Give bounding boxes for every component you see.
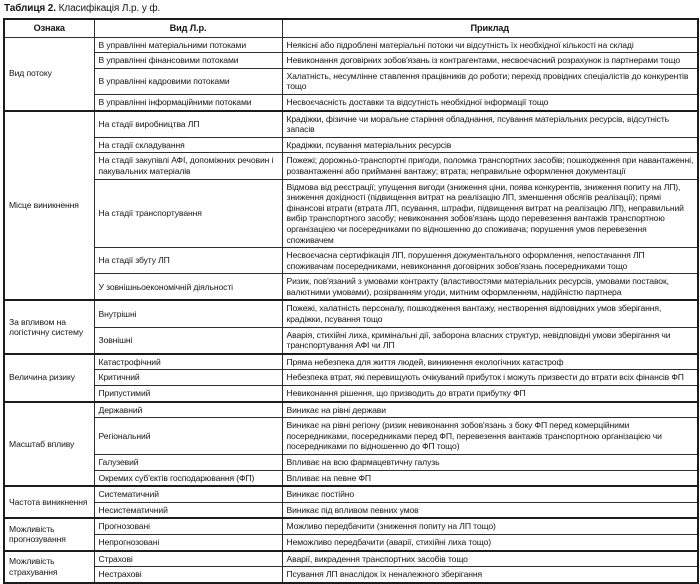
- feature-cell: Масштаб впливу: [3, 400, 95, 487]
- kind-cell: Критичний: [93, 369, 283, 387]
- example-cell: Неможливо передбачити (аварії, стихійні …: [281, 533, 699, 552]
- kind-cell: Регіональний: [93, 417, 283, 455]
- kind-cell: Внутрішні: [93, 299, 283, 328]
- kind-cell: Окремих суб'єктів господарювання (ФП): [93, 469, 283, 487]
- kind-cell: Страхові: [93, 549, 283, 568]
- example-cell: Небезпека втрат, які перевищують очікува…: [281, 369, 699, 387]
- example-cell: Крадіжки, псування матеріальних ресурсів: [281, 136, 699, 154]
- kind-cell: В управлінні фінансовими потоками: [93, 52, 283, 69]
- kind-cell: Нестрахові: [93, 566, 283, 584]
- header-feature: Ознака: [3, 18, 95, 38]
- table-caption: Таблиця 2. Класифікація Л.р. у ф.: [0, 0, 700, 18]
- example-cell: Пожежі; дорожньо-транспортні пригоди, по…: [281, 152, 699, 180]
- table-row: Регіональний Виникає на рівні регіону (ри…: [4, 417, 699, 455]
- kind-cell: Прогнозовані: [93, 517, 283, 535]
- table-row: Непрогнозовані Неможливо передбачити (ава…: [4, 533, 699, 552]
- example-cell: Виникає під впливом певних умов: [281, 501, 699, 519]
- table-row: Можливість страхування Страхові Аварії, ви…: [3, 549, 699, 584]
- table-row: На стадії закупівлі АФІ, допоміжних речо…: [4, 152, 699, 180]
- kind-cell: У зовнішньоекономічній діяльності: [93, 273, 283, 301]
- example-cell: Псування ЛП внаслідок їх неналежного збе…: [281, 566, 699, 584]
- example-cell: Пожежі, халатність персоналу, пошкодженн…: [281, 299, 699, 328]
- table-row: В управлінні фінансовими потоками Невикон…: [4, 52, 699, 69]
- kind-cell: Зовнішні: [93, 326, 283, 355]
- example-cell: Аварії, викрадення транспортних засобів …: [281, 549, 699, 568]
- kind-cell: Непрогнозовані: [93, 533, 283, 552]
- table-body: Вид потоку В управлінні матеріальними пот…: [3, 36, 699, 584]
- header-row: Ознака Вид Л.р. Приклад: [3, 18, 699, 38]
- feature-cell: За впливом на логістичну систему: [3, 299, 95, 355]
- kind-cell: На стадії складування: [93, 136, 283, 154]
- kind-cell: Систематичний: [93, 485, 283, 503]
- kind-cell: В управлінні кадровими потоками: [93, 67, 283, 95]
- kind-cell: Галузевий: [93, 454, 283, 471]
- table-row: Припустимий Невиконання рішення, що призв…: [4, 385, 699, 403]
- table-row: Зовнішні Аварія, стихійні лиха, криміналь…: [4, 326, 699, 355]
- kind-cell: На стадії транспортування: [93, 178, 283, 249]
- example-cell: Ризик, пов'язаний з умовами контракту (в…: [281, 273, 699, 301]
- example-cell: Несвоєчасна сертифікація ЛП, порушення д…: [281, 247, 699, 275]
- kind-cell: Катастрофічний: [93, 352, 283, 371]
- example-cell: Впливає на всю фармацевтичну галузь: [281, 454, 699, 471]
- table-row: Несистематичний Виникає під впливом певни…: [4, 501, 699, 519]
- example-cell: Несвоєчасність доставки та відсутність н…: [281, 93, 699, 112]
- feature-cell: Величина ризику: [3, 352, 95, 403]
- classification-table: Ознака Вид Л.р. Приклад Вид потоку В упра…: [3, 18, 699, 584]
- table-row: Критичний Небезпека втрат, які перевищуют…: [4, 369, 699, 387]
- table-row: В управлінні інформаційними потоками Несв…: [4, 93, 699, 112]
- table-row: На стадії складування Крадіжки, псування …: [4, 136, 699, 154]
- kind-cell: В управлінні інформаційними потоками: [93, 93, 283, 112]
- header-kind: Вид Л.р.: [93, 18, 283, 38]
- table-row: Масштаб впливу Державний Виникає на рівні …: [3, 400, 699, 487]
- table-row: На стадії транспортування Відмова від реє…: [4, 178, 699, 249]
- example-cell: Виникає на рівні регіону (ризик невикона…: [281, 417, 699, 455]
- table-row: На стадії збуту ЛП Несвоєчасна сертифікац…: [4, 247, 699, 275]
- example-cell: Неякісні або підроблені матеріальні пото…: [281, 36, 699, 54]
- example-cell: Відмова від реєстрації; упущення вигоди …: [281, 178, 699, 249]
- table-row: За впливом на логістичну систему Внутрішн…: [3, 299, 699, 355]
- kind-cell: На стадії закупівлі АФІ, допоміжних речо…: [93, 152, 283, 180]
- table-row: Окремих суб'єктів господарювання (ФП) Впл…: [4, 469, 699, 487]
- kind-cell: На стадії виробництва ЛП: [93, 109, 283, 138]
- table-row: У зовнішньоекономічній діяльності Ризик, …: [4, 273, 699, 301]
- example-cell: Виникає на рівні держави: [281, 400, 699, 419]
- table-caption-number: Таблиця 2.: [4, 3, 56, 14]
- kind-cell: На стадії збуту ЛП: [93, 247, 283, 275]
- table-caption-text: Класифікація Л.р. у ф.: [58, 3, 161, 14]
- example-cell: Можливо передбачити (зниження попиту на …: [281, 517, 699, 535]
- kind-cell: Припустимий: [93, 385, 283, 403]
- example-cell: Халатність, несумлінне ставлення працівн…: [281, 67, 699, 95]
- table-row: Вид потоку В управлінні матеріальними пот…: [3, 36, 699, 112]
- table-row: Місце виникнення На стадії виробництва ЛП…: [3, 109, 699, 301]
- feature-cell: Вид потоку: [3, 36, 95, 112]
- kind-cell: Державний: [93, 400, 283, 419]
- feature-cell: Місце виникнення: [3, 109, 95, 301]
- feature-cell: Можливість прогнозування: [3, 517, 95, 552]
- example-cell: Аварія, стихійні лиха, кримінальні дії, …: [281, 326, 699, 355]
- feature-cell: Частота виникнення: [3, 485, 95, 519]
- example-cell: Невиконання договірних зобов'язань із ко…: [281, 52, 699, 69]
- table-row: Можливість прогнозування Прогнозовані Можл…: [3, 517, 699, 552]
- table-row: Галузевий Впливає на всю фармацевтичну га…: [4, 454, 699, 471]
- table-row: В управлінні кадровими потоками Халатніст…: [4, 67, 699, 95]
- feature-cell: Можливість страхування: [3, 549, 95, 584]
- example-cell: Виникає постійно: [281, 485, 699, 503]
- table-row: Нестрахові Псування ЛП внаслідок їх ненал…: [4, 566, 699, 584]
- example-cell: Невиконання рішення, що призводить до вт…: [281, 385, 699, 403]
- table-row: Величина ризику Катастрофічний Пряма небез…: [3, 352, 699, 403]
- kind-cell: Несистематичний: [93, 501, 283, 519]
- example-cell: Впливає на певне ФП: [281, 469, 699, 487]
- example-cell: Крадіжки, фізичне чи моральне старіння о…: [281, 109, 699, 138]
- table-row: Частота виникнення Систематичний Виникає п…: [3, 485, 699, 519]
- header-example: Приклад: [281, 18, 699, 38]
- kind-cell: В управлінні матеріальними потоками: [93, 36, 283, 54]
- example-cell: Пряма небезпека для життя людей, виникне…: [281, 352, 699, 371]
